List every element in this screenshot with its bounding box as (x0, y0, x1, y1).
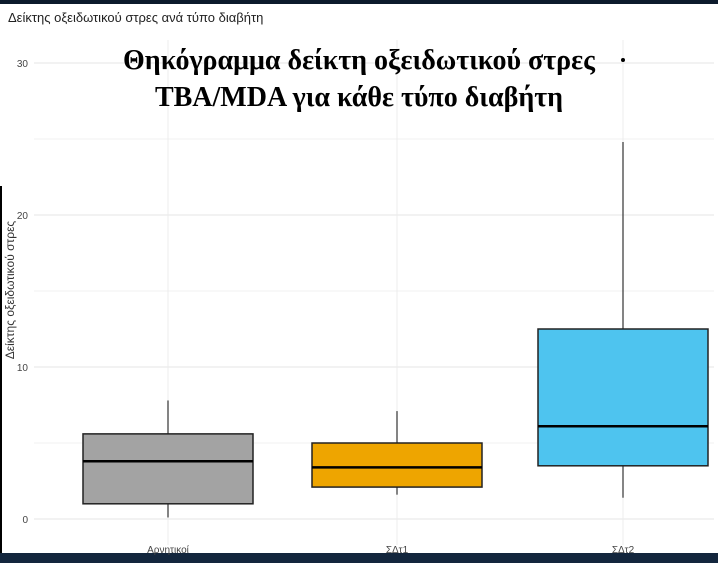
box-body (311, 442, 483, 488)
y-tick-label: 0 (22, 515, 28, 526)
boxes (82, 142, 709, 518)
box-3 (537, 142, 709, 498)
box-2 (311, 411, 483, 495)
y-axis-ticks: 0 10 20 30 (17, 59, 29, 526)
y-axis-label: Δείκτης οξειδωτικού στρες (3, 220, 17, 360)
y-tick-label: 20 (17, 211, 29, 222)
chart-subtitle: Δείκτης οξειδωτικού στρες ανά τύπο διαβή… (8, 10, 264, 25)
box-body (82, 433, 254, 505)
slide-title: Θηκόγραμμα δείκτη οξειδωτικού στρες TBA/… (123, 45, 595, 113)
x-tick-label: ΣΔτ2 (612, 545, 635, 556)
box-1 (82, 400, 254, 518)
x-axis-ticks: Αρνητικοί ΣΔτ1 ΣΔτ2 (147, 544, 635, 556)
x-tick-label: Αρνητικοί (147, 544, 190, 556)
box-body (537, 328, 709, 467)
y-tick-label: 10 (17, 363, 29, 374)
bullet-dot (621, 58, 625, 62)
y-tick-label: 30 (17, 59, 29, 70)
x-tick-label: ΣΔτ1 (386, 545, 409, 556)
left-axis-line (0, 186, 2, 553)
